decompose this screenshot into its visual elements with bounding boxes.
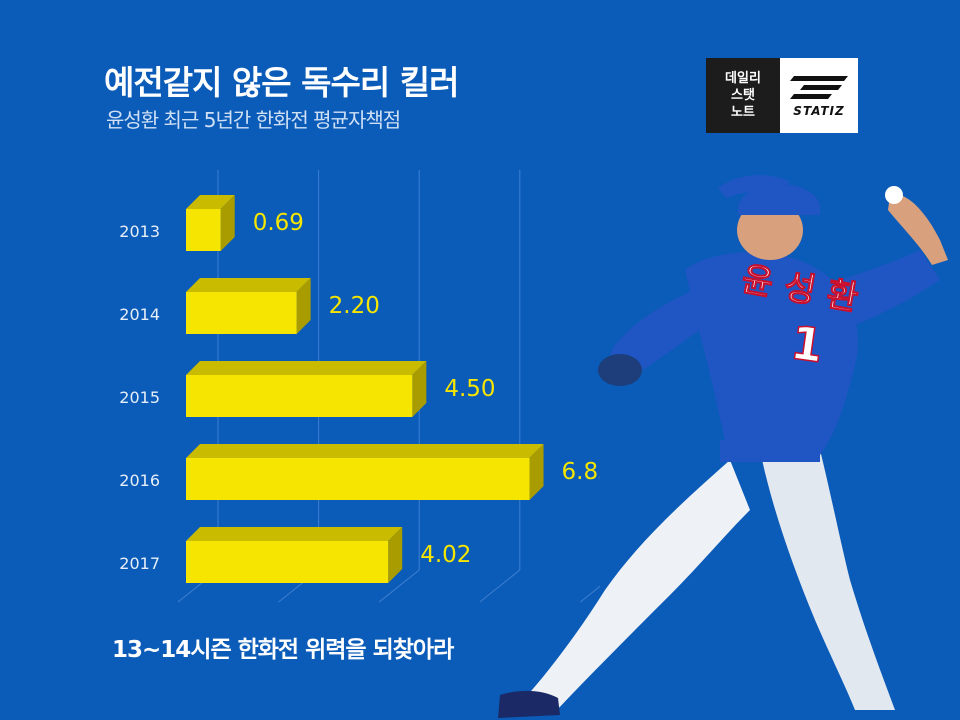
- bar-top-2015: [186, 361, 427, 375]
- bar-2015: [186, 375, 413, 417]
- statiz-brand: STATIZ: [780, 58, 858, 133]
- year-label-2015: 2015: [119, 388, 160, 407]
- bar-2016: [186, 458, 530, 500]
- bar-2017: [186, 541, 389, 583]
- value-label-2016: 6.83: [562, 459, 600, 485]
- grid-floor-line-6: [479, 569, 521, 603]
- bar-side-2014: [296, 278, 311, 334]
- logo-line-2: 스탯: [731, 88, 755, 103]
- daily-stat-note-logo: 데일리 스탯 노트: [706, 58, 780, 133]
- bar-top-2017: [186, 527, 403, 541]
- chart-title: 예전같지 않은 독수리 킬러: [104, 63, 459, 102]
- statiz-logo: 데일리 스탯 노트 STATIZ: [706, 58, 858, 133]
- bar-2013: [186, 209, 221, 251]
- footer-caption: 13~14시즌 한화전 위력을 되찾아라: [112, 637, 454, 663]
- bar-2014: [186, 292, 297, 334]
- bar-side-2013: [220, 195, 235, 251]
- bar-side-2017: [388, 527, 403, 583]
- statiz-stripes-icon: [790, 75, 848, 99]
- logo-line-3: 노트: [731, 105, 755, 120]
- value-label-2017: 4.02: [420, 542, 471, 568]
- bar-side-2015: [412, 361, 427, 417]
- bar-top-2014: [186, 278, 311, 292]
- chart-subtitle: 윤성환 최근 5년간 한화전 평균자책점: [106, 108, 401, 132]
- year-label-2016: 2016: [119, 471, 160, 490]
- value-label-2014: 2.20: [329, 293, 380, 319]
- logo-line-1: 데일리: [725, 71, 761, 86]
- grid-floor-line-8: [580, 585, 600, 603]
- bar-side-2016: [529, 444, 544, 500]
- chart-labels: 2013 0.69 2014 2.20 2015 4.50 2016 6.83 2017 4.02: [119, 210, 600, 573]
- year-label-2013: 2013: [119, 222, 160, 241]
- pitcher-photo: 윤 성 환 1: [498, 175, 948, 718]
- grid-floor-line-4: [378, 569, 420, 603]
- year-label-2014: 2014: [119, 305, 160, 324]
- chart-bars: [186, 195, 544, 583]
- statiz-wordmark: STATIZ: [793, 103, 845, 118]
- value-label-2015: 4.50: [444, 376, 495, 402]
- era-bar-chart: 2013 0.69 2014 2.20 2015 4.50 2016 6.83 2017 4.02: [119, 170, 600, 603]
- value-label-2013: 0.69: [253, 210, 304, 236]
- bar-top-2013: [186, 195, 235, 209]
- bar-top-2016: [186, 444, 544, 458]
- year-label-2017: 2017: [119, 554, 160, 573]
